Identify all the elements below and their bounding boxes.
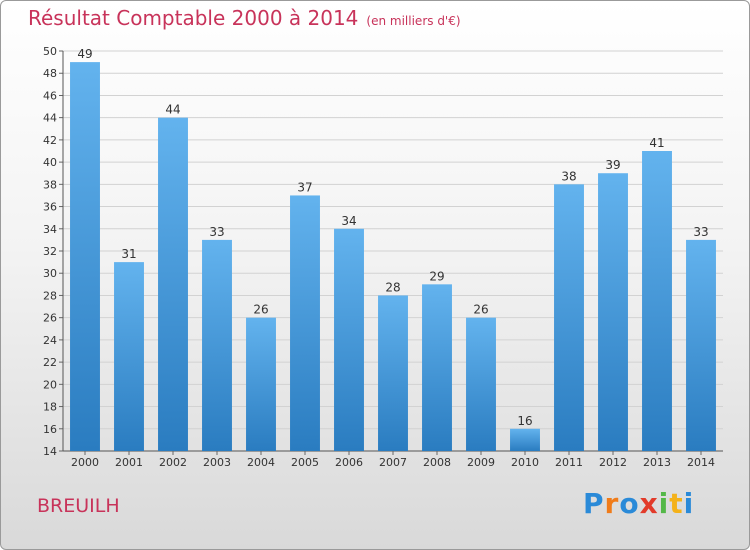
x-tick-label: 2014: [687, 456, 715, 469]
bar: [466, 317, 496, 451]
y-tick-label: 20: [43, 378, 57, 391]
y-tick-label: 36: [43, 201, 57, 214]
logo-letter: o: [619, 487, 640, 520]
bar: [686, 239, 716, 451]
x-tick-label: 2004: [247, 456, 275, 469]
bar: [158, 117, 188, 452]
bar: [422, 284, 452, 451]
x-tick-label: 2005: [291, 456, 319, 469]
y-tick-label: 14: [43, 445, 57, 458]
x-tick-label: 2007: [379, 456, 407, 469]
data-label: 31: [121, 247, 136, 261]
logo-letter: P: [583, 487, 605, 520]
x-tick-label: 2006: [335, 456, 363, 469]
data-label: 29: [429, 269, 444, 283]
logo-letter: x: [639, 487, 659, 520]
data-label: 49: [77, 47, 92, 61]
y-tick-label: 40: [43, 156, 57, 169]
bar: [70, 62, 100, 451]
bar: [334, 228, 364, 451]
y-tick-label: 24: [43, 334, 57, 347]
y-tick-label: 28: [43, 289, 57, 302]
logo-letter: i: [658, 487, 670, 520]
data-label: 34: [341, 214, 356, 228]
x-tick-label: 2001: [115, 456, 143, 469]
bar: [290, 195, 320, 451]
data-label: 44: [165, 103, 180, 117]
proxiti-logo[interactable]: Proxiti: [583, 487, 694, 520]
bar: [246, 317, 276, 451]
data-label: 28: [385, 280, 400, 294]
y-tick-label: 26: [43, 312, 57, 325]
logo-letter: r: [604, 487, 620, 520]
data-label: 41: [649, 136, 664, 150]
axes: 14 16 18 20 22 24 26 28 30 32 34 36 38 40 42 44 46 48 50: [43, 45, 723, 458]
x-tick-label: 2008: [423, 456, 451, 469]
y-tick-label: 48: [43, 67, 57, 80]
bars: [70, 62, 716, 452]
x-tick-label: 2009: [467, 456, 495, 469]
data-label: 33: [693, 225, 708, 239]
bar: [114, 262, 144, 451]
place-name: BREUILH: [37, 495, 120, 517]
data-label: 16: [517, 414, 532, 428]
x-tick-label: 2010: [511, 456, 539, 469]
bar: [598, 173, 628, 451]
y-tick-label: 50: [43, 45, 57, 58]
bar: [510, 428, 540, 451]
logo-letter: t: [669, 487, 684, 520]
logo-letter: i: [683, 487, 695, 520]
x-tick-label: 2000: [71, 456, 99, 469]
y-tick-label: 30: [43, 267, 57, 280]
x-tick-label: 2012: [599, 456, 627, 469]
chart-title-text: Résultat Comptable 2000 à 2014: [28, 6, 359, 30]
data-label: 26: [473, 303, 488, 317]
data-label: 37: [297, 180, 312, 194]
chart-subtitle: (en milliers d'€): [366, 14, 461, 28]
data-label: 38: [561, 169, 576, 183]
y-tick-label: 42: [43, 134, 57, 147]
labels: 49 2000 31 2001 44 2002 33 2003 26 2004 37 2005 34 20…: [71, 47, 715, 469]
y-tick-label: 32: [43, 245, 57, 258]
data-label: 26: [253, 303, 268, 317]
bar: [642, 151, 672, 451]
y-tick-label: 38: [43, 178, 57, 191]
y-tick-label: 16: [43, 423, 57, 436]
bar: [554, 184, 584, 452]
y-tick-label: 22: [43, 356, 57, 369]
y-tick-label: 46: [43, 89, 57, 102]
x-tick-label: 2013: [643, 456, 671, 469]
bar: [378, 295, 408, 451]
y-tick-label: 44: [43, 112, 57, 125]
data-label: 39: [605, 158, 620, 172]
data-label: 33: [209, 225, 224, 239]
y-tick-label: 18: [43, 401, 57, 414]
bar: [202, 239, 232, 451]
x-tick-label: 2011: [555, 456, 583, 469]
x-tick-label: 2002: [159, 456, 187, 469]
x-tick-label: 2003: [203, 456, 231, 469]
y-tick-label: 34: [43, 223, 57, 236]
chart-title: Résultat Comptable 2000 à 2014 (en millie…: [28, 6, 461, 30]
